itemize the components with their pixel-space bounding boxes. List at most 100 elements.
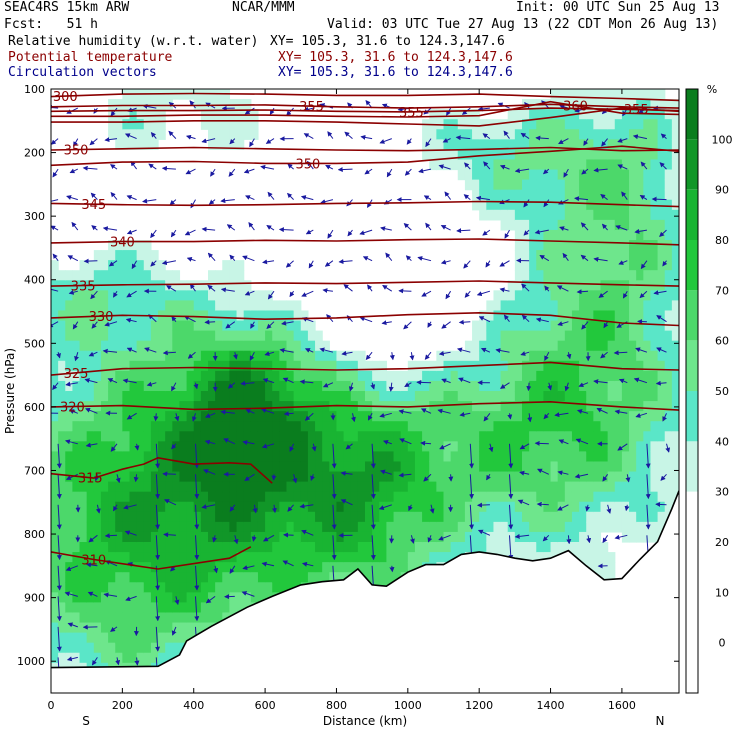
rh-cell xyxy=(222,280,231,291)
rh-cell xyxy=(58,602,66,614)
rh-cell xyxy=(507,340,516,352)
rh-cell xyxy=(208,119,216,130)
rh-cell xyxy=(464,501,473,513)
rh-cell xyxy=(507,109,516,120)
rh-cell xyxy=(600,572,609,583)
colorbar-swatch xyxy=(686,139,698,190)
rh-cell xyxy=(143,270,152,281)
circulation-vector xyxy=(606,504,612,514)
y-tick-label: 100 xyxy=(24,83,45,96)
rh-cell xyxy=(150,612,159,624)
rh-cell xyxy=(58,411,66,422)
rh-cell xyxy=(436,531,445,543)
rh-cell xyxy=(165,461,173,473)
rh-cell xyxy=(536,159,545,171)
rh-cell xyxy=(407,521,416,533)
rh-cell xyxy=(200,401,209,412)
circulation-vector xyxy=(91,657,98,666)
rh-cell xyxy=(671,481,679,493)
rh-cell xyxy=(493,370,502,382)
rh-cell xyxy=(108,622,116,634)
rh-cell xyxy=(208,542,216,553)
rh-cell xyxy=(100,270,109,281)
rh-cell xyxy=(507,330,516,342)
rh-cell xyxy=(600,511,609,523)
rh-cell xyxy=(671,179,679,191)
rh-cell xyxy=(586,300,594,312)
rh-cell xyxy=(379,491,388,503)
rh-cell xyxy=(407,380,416,392)
rh-cell xyxy=(486,340,495,352)
rh-cell xyxy=(179,602,188,614)
rh-cell xyxy=(500,461,509,473)
circulation-vector xyxy=(110,626,118,632)
rh-cell xyxy=(636,481,644,493)
rh-cell xyxy=(150,411,159,422)
rh-cell xyxy=(265,582,273,593)
rh-cell xyxy=(108,370,116,382)
circulation-vector xyxy=(102,348,118,354)
rh-cell xyxy=(122,652,131,664)
rh-cell xyxy=(571,260,580,271)
rh-cell xyxy=(165,481,173,493)
rh-cell xyxy=(643,129,652,140)
rh-cell xyxy=(165,511,173,523)
rh-cell xyxy=(265,350,273,362)
rh-cell xyxy=(129,612,138,624)
rh-cell xyxy=(550,421,559,432)
rh-cell xyxy=(357,411,366,422)
rh-cell xyxy=(86,270,95,281)
rh-cell xyxy=(72,411,81,422)
rh-cell xyxy=(600,340,609,352)
rh-cell xyxy=(108,511,116,523)
rh-cell xyxy=(650,320,659,332)
rh-cell xyxy=(200,421,209,432)
rh-cell xyxy=(657,320,666,332)
rh-cell xyxy=(464,370,473,382)
rh-cell xyxy=(315,411,323,422)
rh-cell xyxy=(115,501,123,513)
rh-cell xyxy=(671,250,679,261)
rh-cell xyxy=(279,511,288,523)
rh-cell xyxy=(579,129,587,140)
circulation-vector xyxy=(659,229,667,237)
rh-cell xyxy=(150,340,159,352)
circulation-vector xyxy=(563,168,569,178)
rh-cell xyxy=(579,119,587,130)
rh-cell xyxy=(208,99,216,110)
rh-cell xyxy=(650,511,659,523)
rh-cell xyxy=(571,240,580,251)
field-xy-theta: XY= 105.3, 31.6 to 124.3,147.6 xyxy=(278,50,513,65)
rh-cell xyxy=(629,270,637,281)
rh-cell xyxy=(51,652,59,664)
rh-cell xyxy=(65,642,74,654)
rh-cell xyxy=(200,531,209,543)
rh-cell xyxy=(514,169,523,181)
rh-cell xyxy=(143,592,152,603)
rh-cell xyxy=(550,240,559,251)
circulation-vector xyxy=(242,255,255,262)
theta-contour-label: 320 xyxy=(60,401,85,416)
rh-cell xyxy=(571,451,580,463)
rh-cell xyxy=(443,542,452,553)
circulation-vector xyxy=(508,443,514,469)
rh-cell xyxy=(336,451,345,463)
rh-cell xyxy=(621,411,630,422)
rh-cell xyxy=(529,300,537,312)
rh-cell xyxy=(93,360,102,372)
rh-cell xyxy=(372,431,380,442)
rh-cell xyxy=(279,300,288,312)
rh-cell xyxy=(186,290,195,301)
rh-cell xyxy=(636,340,644,352)
rh-cell xyxy=(586,199,594,211)
rh-cell xyxy=(86,622,95,634)
rh-cell xyxy=(243,340,252,352)
rh-cell xyxy=(593,159,602,171)
rh-cell xyxy=(414,380,423,392)
rh-cell xyxy=(279,391,288,402)
rh-cell xyxy=(307,552,316,563)
rh-cell xyxy=(614,521,623,533)
rh-cell xyxy=(507,360,516,372)
rh-cell xyxy=(486,451,495,463)
